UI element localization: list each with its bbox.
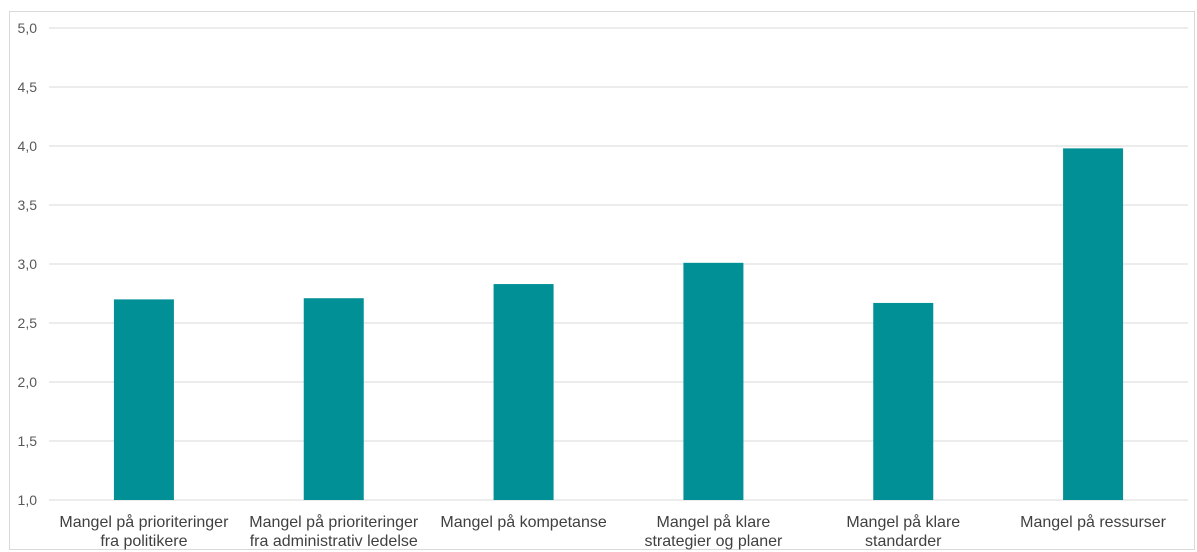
x-axis: Mangel på prioriteringer fra politikere Ma…	[59, 513, 1166, 550]
y-tick-label: 5,0	[18, 20, 38, 36]
chart-frame	[9, 11, 1195, 550]
y-tick-label: 4,5	[18, 79, 38, 95]
gridlines	[49, 27, 1188, 501]
y-tick-label: 3,0	[18, 256, 38, 272]
bar	[1063, 148, 1124, 501]
bar	[113, 299, 174, 500]
bars	[113, 148, 1124, 501]
x-category-label: Mangel på prioriteringer fra administrati…	[249, 513, 419, 550]
y-tick-label: 2,0	[18, 374, 38, 390]
bar	[303, 298, 364, 500]
x-category-label: Mangel på klare standarder	[846, 513, 960, 550]
y-tick-label: 3,5	[18, 197, 38, 213]
bar	[493, 284, 554, 500]
bar	[683, 262, 744, 500]
x-category-label: Mangel på kompetanse	[440, 513, 606, 531]
y-axis: 1,0 1,5 2,0 2,5 3,0 3,5 4,0 4,5 5,0	[18, 20, 38, 508]
y-tick-label: 2,5	[18, 315, 38, 331]
bar	[873, 302, 934, 500]
x-category-label: Mangel på ressurser	[1020, 513, 1167, 531]
x-category-label: Mangel på prioriteringer fra politikere	[59, 513, 229, 550]
y-tick-label: 1,5	[18, 433, 38, 449]
y-tick-label: 1,0	[18, 492, 38, 508]
y-tick-label: 4,0	[18, 138, 38, 154]
x-category-label: Mangel på klare strategier og planer	[644, 513, 783, 550]
